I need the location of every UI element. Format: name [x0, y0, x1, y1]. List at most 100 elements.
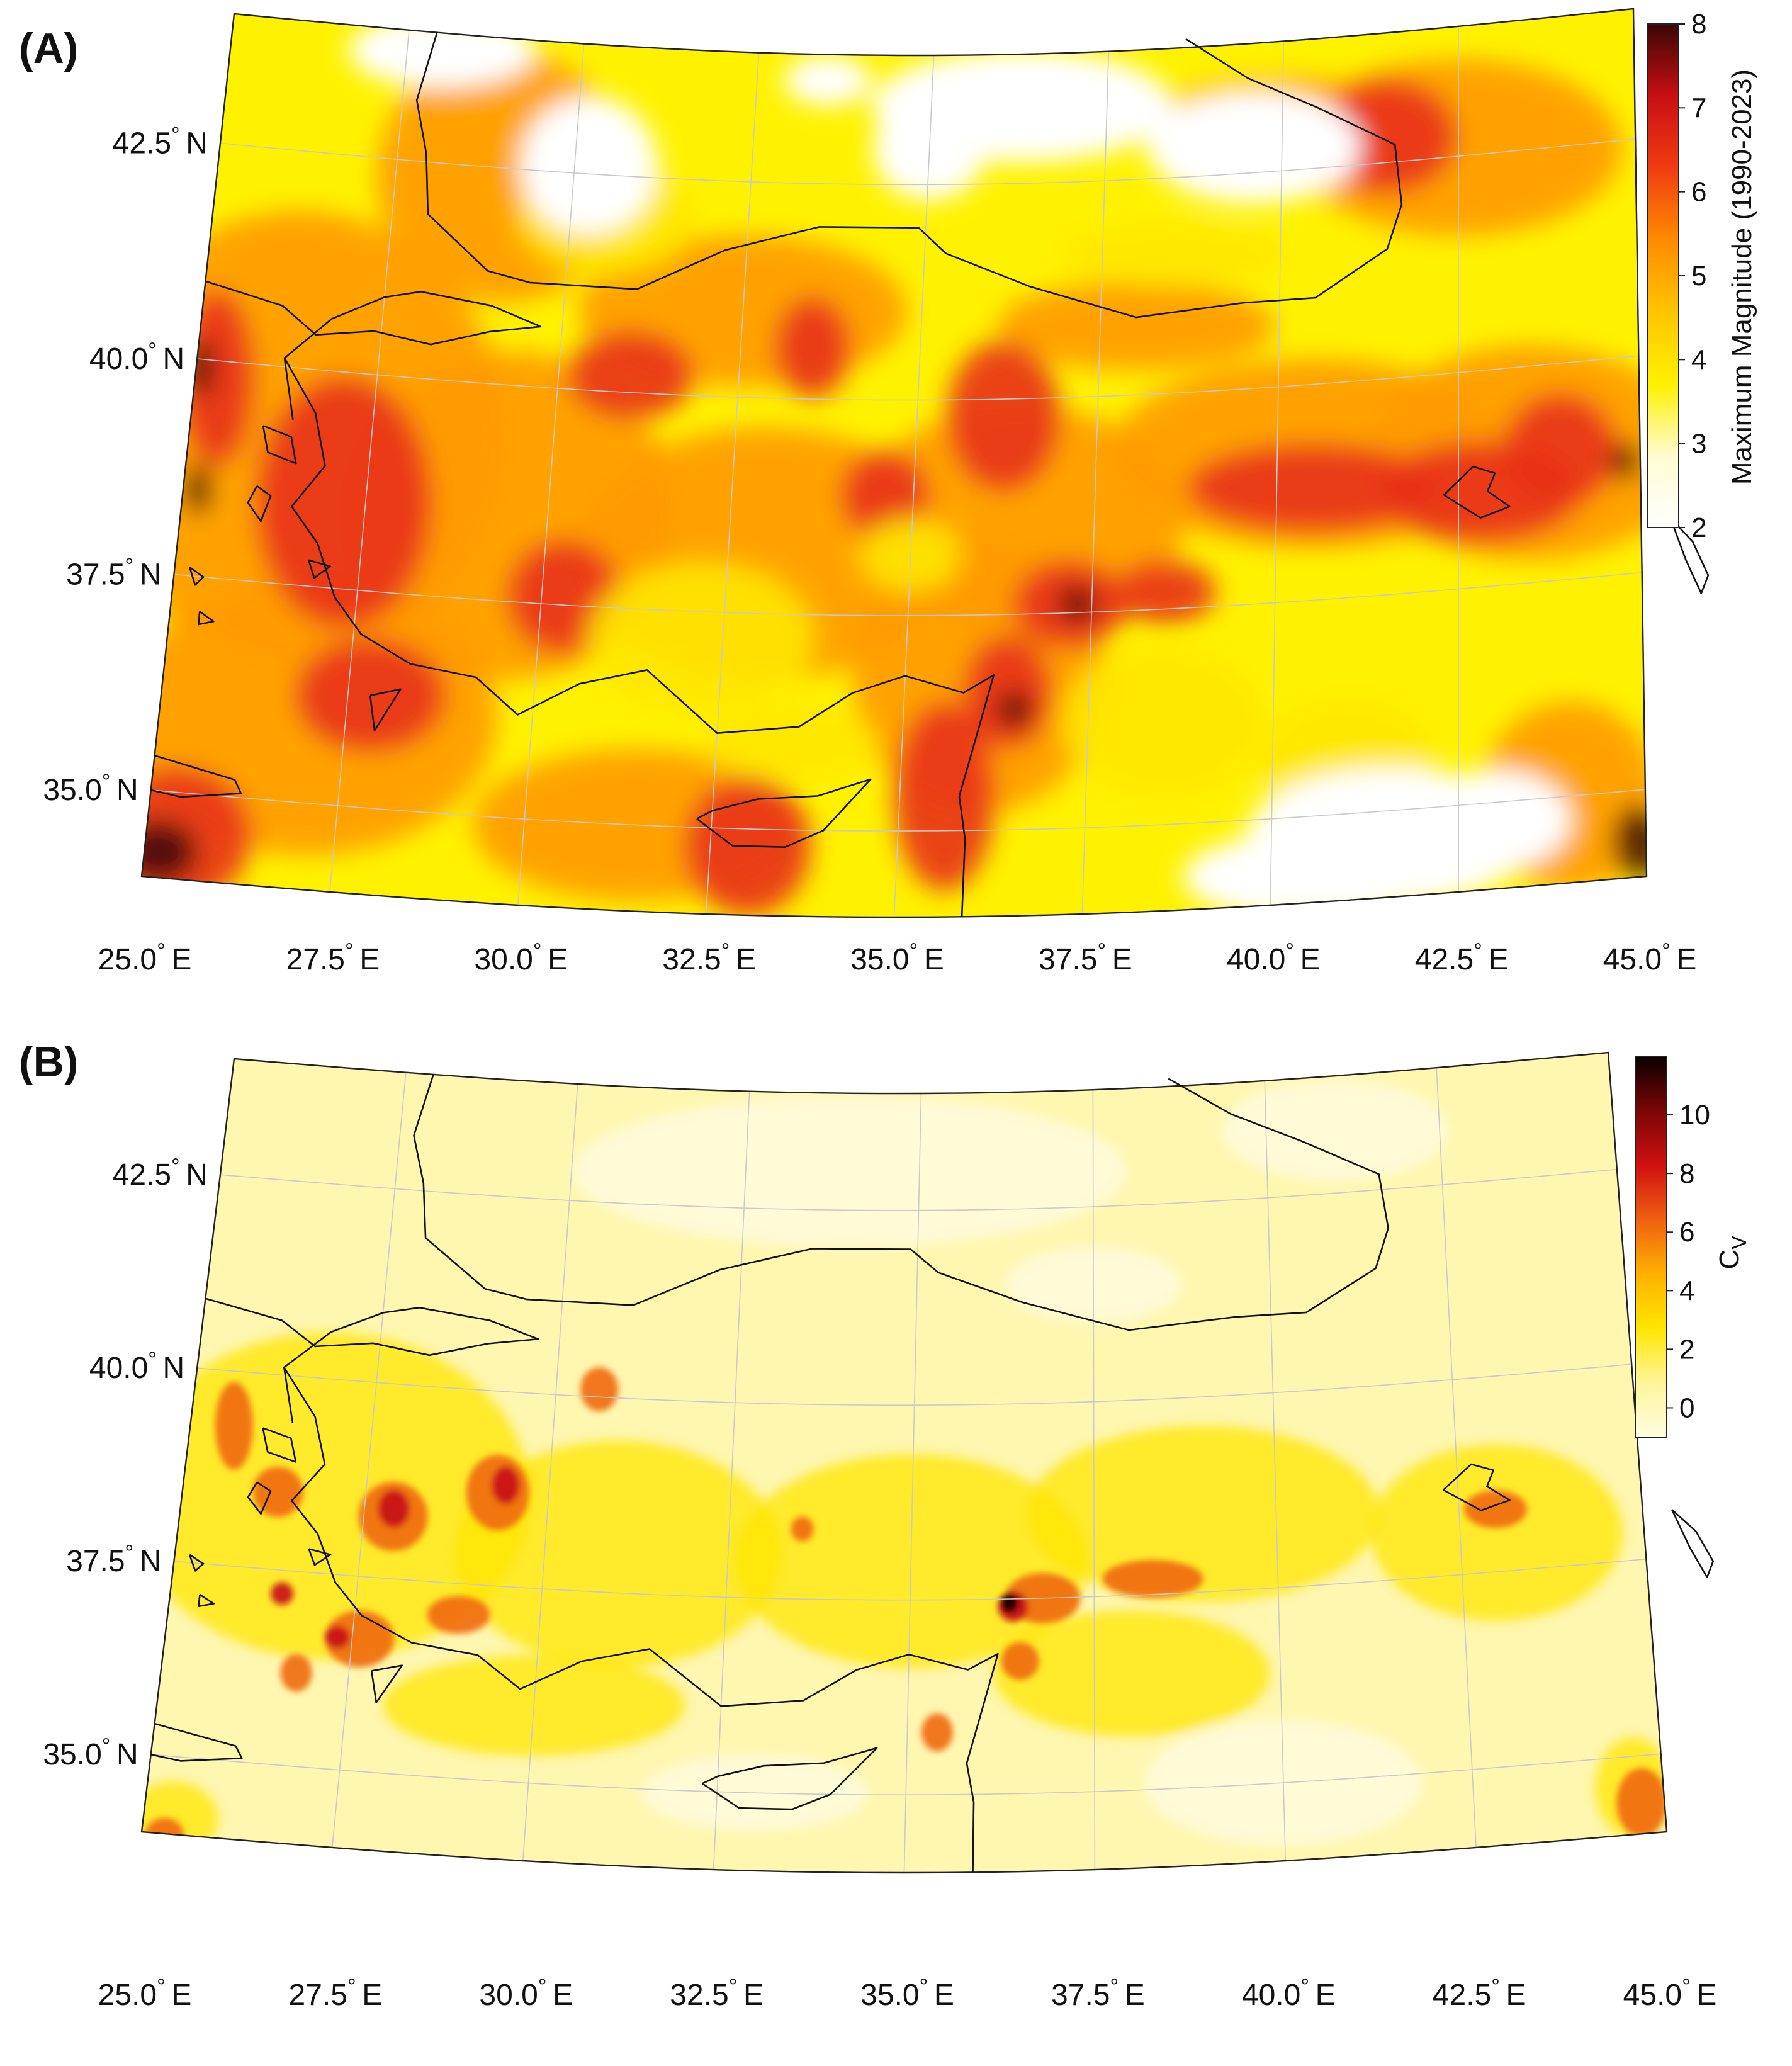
panel-b-longitude-labels: 25.0° E 27.5° E 30.0° E 32.5° E 35.0° E 37.5°…	[98, 1975, 1717, 2012]
coastline	[197, 611, 215, 626]
panel-a-coastlines	[150, 32, 1710, 917]
graticule-parallel	[150, 1753, 1661, 1796]
coastline	[308, 559, 331, 579]
graticule-meridian	[1081, 51, 1110, 915]
panel-a-map-frame	[140, 8, 1648, 918]
graticule-parallel	[220, 1168, 1618, 1211]
graticule-parallel	[197, 355, 1639, 401]
panel-b-colorbar: 10 8 6 4 2 0 CV	[1635, 1056, 1750, 1438]
colorbar-tick-label: 2	[1691, 512, 1706, 543]
panel-b-map	[140, 1051, 1714, 1874]
coastline	[1669, 517, 1710, 594]
coastline	[1671, 1509, 1714, 1579]
graticule-parallel	[150, 789, 1645, 832]
colorbar-tick-label: 10	[1679, 1100, 1710, 1131]
latitude-label: 35.0° N	[43, 1734, 138, 1771]
coastline	[369, 688, 402, 731]
latitude-label: 40.0° N	[89, 1348, 184, 1385]
longitude-label: 37.5° E	[1051, 1975, 1145, 2012]
graticule-meridian	[1436, 1068, 1477, 1848]
coastline	[371, 1664, 403, 1703]
colorbar-tick-label: 8	[1691, 9, 1706, 40]
panel-b-latitude-labels: 42.5° N 40.0° N 37.5° N 35.0° N	[43, 1154, 208, 1771]
colorbar-tick-label: 6	[1679, 1217, 1694, 1248]
coastline	[283, 1367, 999, 1873]
coastline	[283, 358, 995, 917]
graticule-parallel	[174, 572, 1642, 616]
colorbar-tick-label: 3	[1691, 429, 1706, 460]
coastline	[308, 1548, 332, 1566]
coastline	[188, 566, 205, 586]
coastline	[247, 1481, 272, 1515]
coastline	[415, 32, 1403, 319]
latitude-label: 42.5° N	[113, 1154, 208, 1192]
panel-b-colorbar-scale	[1635, 1056, 1667, 1438]
graticule-meridian	[1264, 1080, 1287, 1861]
coastline	[262, 1427, 297, 1463]
coastline	[1443, 465, 1511, 519]
panel-a-colorbar: 8 7 6 5 4 3 2 Maximum Magnitude (1990-2023)	[1647, 9, 1757, 543]
graticule-meridian	[329, 30, 410, 892]
coastline	[205, 1297, 539, 1423]
coastline	[696, 778, 872, 848]
coastline	[262, 425, 297, 465]
longitude-label: 25.0° E	[98, 939, 192, 976]
panel-a-heatmap	[142, 9, 1647, 917]
panel-b-coastlines	[150, 1074, 1714, 1873]
coastline	[150, 754, 242, 798]
latitude-label: 42.5° N	[113, 123, 208, 161]
colorbar-tick-label: 7	[1691, 93, 1706, 123]
longitude-label: 42.5° E	[1415, 939, 1509, 976]
colorbar-tick-label: 4	[1691, 344, 1706, 375]
longitude-label: 35.0° E	[850, 939, 944, 976]
longitude-label: 27.5° E	[286, 939, 380, 976]
graticule-meridian	[903, 1093, 922, 1873]
longitude-label: 45.0° E	[1603, 939, 1697, 976]
longitude-label: 27.5° E	[289, 1975, 383, 2012]
coastline	[702, 1747, 878, 1810]
graticule-parallel	[220, 138, 1636, 186]
coastline	[150, 1722, 243, 1762]
latitude-label: 40.0° N	[89, 339, 184, 376]
longitude-label: 32.5° E	[670, 1975, 764, 2012]
panel-a-colorbar-title: Maximum Magnitude (1990-2023)	[1727, 69, 1757, 485]
colorbar-tick-label: 4	[1679, 1275, 1694, 1306]
panel-b-label: (B)	[19, 1038, 78, 1086]
coastline	[1443, 1463, 1511, 1511]
colorbar-tick-label: 8	[1679, 1158, 1694, 1189]
coastline	[413, 1074, 1389, 1331]
panel-b: (B) 42.5° N 40.0° N 37.5° N 35.0° N 25.0° E…	[19, 1038, 1750, 2012]
longitude-label: 32.5° E	[662, 939, 756, 976]
panel-b-colorbar-title: CV	[1714, 1236, 1750, 1270]
longitude-label: 37.5° E	[1039, 939, 1132, 976]
graticule-meridian	[713, 1091, 750, 1870]
longitude-label: 45.0° E	[1623, 1975, 1717, 2012]
graticule-meridian	[893, 55, 935, 917]
longitude-label: 30.0° E	[474, 939, 568, 976]
panel-a-longitude-labels: 25.0° E 27.5° E 30.0° E 32.5° E 35.0° E 37.5°…	[98, 939, 1697, 976]
panel-a-map	[140, 8, 1710, 918]
panel-b-map-frame	[140, 1051, 1668, 1874]
longitude-label: 35.0° E	[860, 1975, 954, 2012]
graticule-parallel	[174, 1558, 1647, 1601]
latitude-label: 37.5° N	[66, 555, 161, 592]
latitude-label: 35.0° N	[43, 770, 138, 807]
graticule-parallel	[197, 1363, 1632, 1406]
longitude-label: 42.5° E	[1433, 1975, 1526, 2012]
graticule-meridian	[332, 1072, 407, 1848]
coastline	[205, 280, 542, 420]
coastline	[198, 1594, 215, 1607]
coastline	[189, 1554, 205, 1572]
latitude-label: 37.5° N	[66, 1541, 161, 1578]
graticule-meridian	[705, 52, 760, 915]
panel-a-colorbar-scale	[1647, 23, 1679, 528]
graticule-meridian	[1092, 1090, 1096, 1870]
panel-a: (A) 42.5° N 40.0° N 37.5° N 35.0° N 25.0° E…	[19, 8, 1757, 976]
colorbar-tick-label: 5	[1691, 261, 1706, 291]
panel-a-latitude-labels: 42.5° N 40.0° N 37.5° N 35.0° N	[43, 123, 208, 808]
graticule-meridian	[522, 1083, 578, 1861]
colorbar-tick-label: 0	[1679, 1392, 1694, 1423]
longitude-label: 30.0° E	[479, 1975, 573, 2012]
longitude-label: 40.0° E	[1227, 939, 1321, 976]
